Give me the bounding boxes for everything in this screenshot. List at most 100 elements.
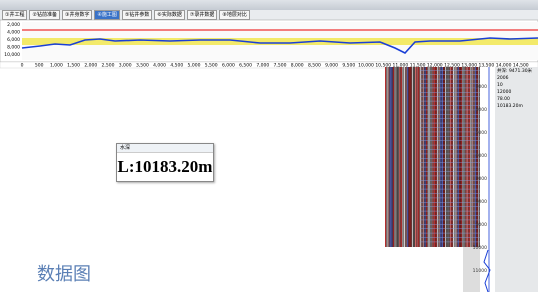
log-grid: [420, 123, 480, 124]
x-tick-label: 500: [35, 63, 44, 69]
panel-field: 10: [495, 82, 538, 89]
depth-label: 8000: [476, 199, 488, 205]
x-tick-label: 6,500: [239, 63, 252, 69]
log-grid: [420, 132, 480, 133]
x-tick-label: 3,500: [136, 63, 149, 69]
log-stripe: [404, 67, 405, 247]
log-grid: [420, 162, 480, 163]
log-stripe: [399, 67, 400, 247]
log-stripe: [393, 67, 394, 247]
log-grid: [420, 88, 480, 89]
y-tick-label: 4,000: [7, 30, 20, 36]
panel-field: 2006: [495, 75, 538, 82]
panel-field: 10183.20m: [495, 103, 538, 110]
log-stripe: [388, 67, 389, 247]
dialog-title: 水深: [117, 144, 213, 153]
depth-label: 11000: [473, 268, 487, 274]
canvas: 2,0004,0006,0008,00010,00005001,0001,500…: [0, 0, 538, 292]
x-tick-label: 8,000: [291, 63, 304, 69]
log-grid: [420, 198, 480, 199]
x-tick-label: 13,000: [461, 63, 477, 69]
depth-label: 5000: [476, 130, 488, 136]
depth-label: 6000: [476, 153, 488, 159]
log-grid: [420, 228, 480, 229]
log-grid: [420, 233, 480, 234]
log-grid: [420, 154, 480, 155]
log-stripe: [407, 67, 408, 247]
log-stripe: [409, 67, 410, 247]
log-grid: [420, 215, 480, 216]
x-tick-label: 12,500: [444, 63, 460, 69]
log-grid: [420, 79, 480, 80]
log-grid: [420, 206, 480, 207]
x-tick-label: 5,500: [205, 63, 218, 69]
depth-label: 7000: [476, 176, 488, 182]
log-stripe: [412, 67, 413, 247]
log-stripe: [418, 67, 419, 247]
log-grid: [420, 193, 480, 194]
x-tick-label: 2,500: [102, 63, 115, 69]
caption: 数据图: [37, 260, 91, 286]
log-grid: [420, 171, 480, 172]
x-tick-label: 7,000: [256, 63, 269, 69]
log-grid: [420, 136, 480, 137]
app-window: ①井工程②钻前准备③井身数字④施工图⑤钻井参数⑥实际数据⑦录井数据⑧地层对比 2…: [0, 0, 538, 292]
log-stripe: [396, 67, 397, 247]
dialog-value: L:10183.20m: [117, 157, 213, 177]
x-tick-label: 7,500: [274, 63, 287, 69]
log-grid: [420, 211, 480, 212]
x-tick-label: 10,000: [358, 63, 374, 69]
x-tick-label: 11,000: [393, 63, 409, 69]
log-stripe: [402, 67, 403, 247]
log-grid: [420, 180, 480, 181]
y-tick-label: 2,000: [7, 22, 20, 28]
log-grid: [420, 92, 480, 93]
x-tick-label: 4,500: [170, 63, 183, 69]
x-tick-label: 5,000: [188, 63, 201, 69]
x-tick-label: 13,500: [479, 63, 495, 69]
x-tick-label: 1,000: [50, 63, 63, 69]
log-grid: [420, 96, 480, 97]
log-grid: [420, 83, 480, 84]
x-tick-label: 3,000: [119, 63, 132, 69]
log-grid: [420, 237, 480, 238]
depth-dialog[interactable]: 水深 L:10183.20m: [116, 143, 214, 182]
log-grid: [420, 105, 480, 106]
depth-label: 10000: [473, 245, 487, 251]
x-tick-label: 1,500: [67, 63, 80, 69]
log-stripe: [415, 67, 416, 247]
x-tick-label: 6,000: [222, 63, 235, 69]
log-grid: [420, 176, 480, 177]
log-grid: [420, 242, 480, 243]
x-tick-label: 9,500: [342, 63, 355, 69]
x-tick-label: 4,000: [153, 63, 166, 69]
log-grid: [420, 189, 480, 190]
x-tick-label: 9,000: [325, 63, 338, 69]
log-stripe: [391, 67, 392, 247]
log-stripe: [387, 67, 388, 247]
log-grid: [420, 110, 480, 111]
panel-field: 78.00: [495, 96, 538, 103]
log-grid: [420, 184, 480, 185]
x-tick-label: 2,000: [84, 63, 97, 69]
log-grid: [420, 149, 480, 150]
log-grid: [420, 220, 480, 221]
log-grid: [420, 114, 480, 115]
y-tick-label: 6,000: [7, 37, 20, 43]
log-grid: [420, 202, 480, 203]
log-stripe: [401, 67, 402, 247]
log-grid: [420, 118, 480, 119]
log-grid: [420, 224, 480, 225]
log-stripe: [406, 67, 407, 247]
log-stripe: [394, 67, 395, 247]
log-grid: [420, 70, 480, 71]
log-stripe: [385, 67, 386, 247]
log-stripe: [417, 67, 418, 247]
log-grid: [420, 127, 480, 128]
x-tick-label: 0: [21, 63, 24, 69]
x-tick-label: 11,500: [410, 63, 426, 69]
x-tick-label: 8,500: [308, 63, 321, 69]
log-grid: [420, 101, 480, 102]
panel-field: 井深: 9471.30米: [495, 67, 538, 75]
